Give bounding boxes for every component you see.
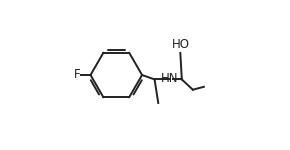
Text: F: F [74,69,80,81]
Text: HO: HO [172,38,190,51]
Text: HN: HN [161,72,178,85]
